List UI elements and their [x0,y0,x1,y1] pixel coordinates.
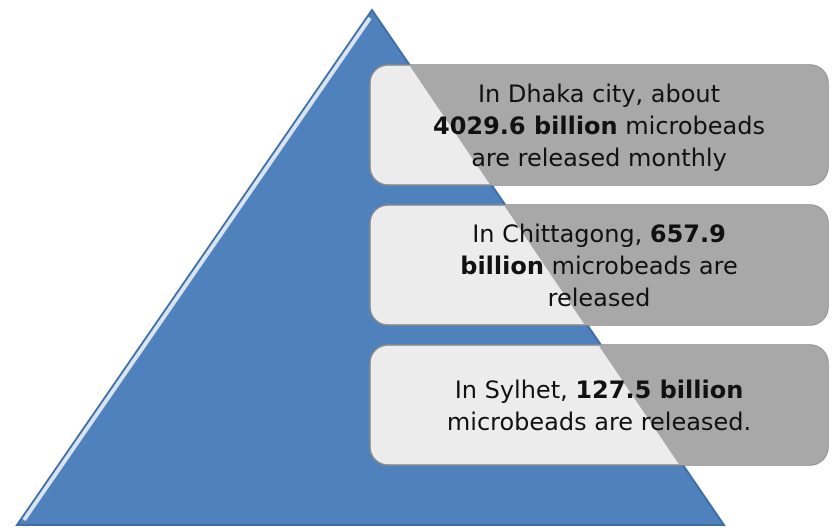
info-box-3: In Sylhet, 127.5 billion microbeads are r… [369,344,829,466]
info-box-2: In Chittagong, 657.9 billion microbeads a… [369,204,829,326]
boxes-layer: In Dhaka city, about 4029.6 billion micro… [369,64,829,466]
info-box-shaded-area [372,65,828,185]
info-box-text-line: billion microbeads are [460,252,737,280]
pyramid-highlight-edge [22,16,372,522]
highlighted-figure: 657.9 [650,220,726,248]
highlighted-figure: 127.5 billion [575,376,743,404]
info-box-text-line: In Dhaka city, about [478,80,720,108]
text-segment: In Chittagong, [472,220,650,248]
info-box-1: In Dhaka city, about 4029.6 billion micro… [369,64,829,186]
highlighted-figure: 4029.6 billion [433,112,618,140]
info-box-text-line: are released monthly [471,144,727,172]
info-box-text-line: In Chittagong, 657.9 [472,220,726,248]
info-box-text-line: microbeads are released. [447,408,751,436]
text-segment: microbeads [618,112,765,140]
text-segment: In Sylhet, [455,376,576,404]
text-segment: microbeads are released. [447,408,751,436]
text-segment: In Dhaka city, about [478,80,720,108]
info-box-text-line: 4029.6 billion microbeads [433,112,765,140]
text-segment: are released monthly [471,144,727,172]
text-segment: microbeads are [544,252,738,280]
highlighted-figure: billion [460,252,544,280]
text-segment: released [548,284,651,312]
info-box-text-line: released [548,284,651,312]
info-box-text-line: In Sylhet, 127.5 billion [455,376,744,404]
